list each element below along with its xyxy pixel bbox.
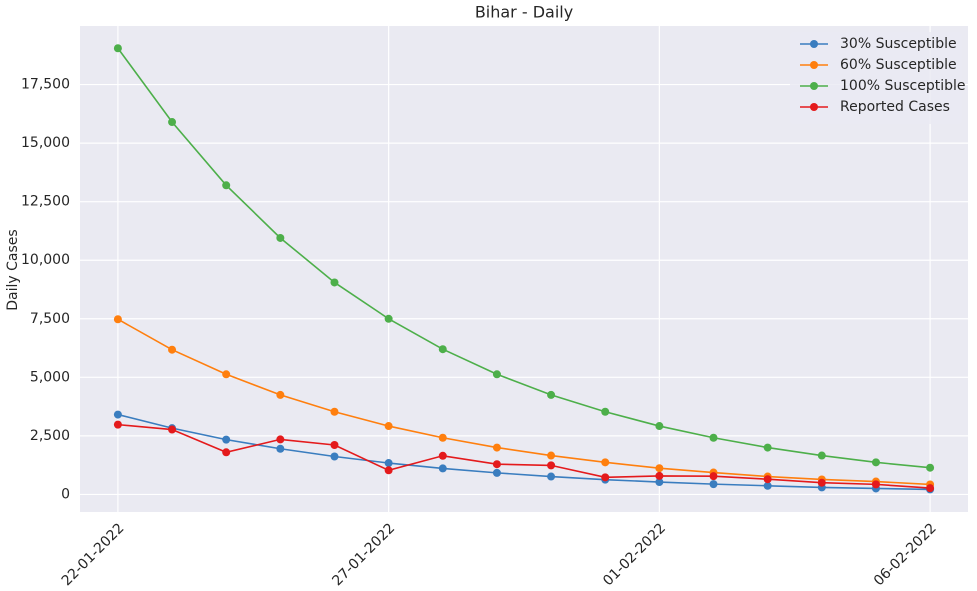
y-tick-label: 12,500 (21, 194, 70, 210)
data-point (384, 459, 393, 468)
data-point (763, 475, 772, 484)
series-line (117, 413, 931, 491)
data-point (926, 484, 935, 493)
legend-box (790, 32, 962, 124)
data-point (222, 448, 231, 457)
data-point (655, 471, 664, 480)
series-line (117, 423, 931, 489)
data-point (330, 278, 339, 287)
legend-marker (810, 82, 818, 90)
data-point (492, 468, 501, 477)
data-point (547, 472, 556, 481)
data-point (276, 233, 285, 242)
x-tick-label: 01-02-2022 (600, 520, 669, 589)
y-tick-label: 10,000 (21, 252, 70, 268)
y-axis-label: Daily Cases (5, 229, 21, 310)
data-point (276, 444, 285, 453)
data-point (276, 435, 285, 444)
y-tick-label: 17,500 (21, 77, 70, 93)
x-tick-label: 22-01-2022 (59, 520, 128, 589)
y-tick-label: 5,000 (30, 369, 70, 385)
data-point (330, 441, 339, 450)
data-point (384, 466, 393, 475)
data-point (655, 422, 664, 431)
data-point (492, 460, 501, 469)
data-point (438, 433, 447, 442)
data-point (168, 345, 177, 354)
data-point (709, 433, 718, 442)
legend-marker (810, 61, 818, 69)
x-tick-label: 06-02-2022 (871, 520, 940, 589)
data-point (438, 345, 447, 354)
data-point (113, 410, 122, 419)
data-point (601, 407, 610, 416)
data-point (817, 451, 826, 460)
data-point (817, 478, 826, 487)
data-point (492, 370, 501, 379)
x-tick-label: 27-01-2022 (329, 520, 398, 589)
legend-marker (810, 103, 818, 111)
data-point (871, 480, 880, 489)
legend-label: 100% Susceptible (840, 78, 966, 94)
data-point (222, 370, 231, 379)
data-point (168, 425, 177, 434)
data-point (330, 407, 339, 416)
data-point (871, 458, 880, 467)
data-point (438, 451, 447, 460)
data-point (384, 422, 393, 431)
legend-marker (810, 40, 818, 48)
data-point (547, 461, 556, 470)
data-point (709, 480, 718, 489)
data-point (601, 458, 610, 467)
series-line (117, 318, 931, 486)
data-point (330, 452, 339, 461)
legend-label: 60% Susceptible (840, 57, 957, 73)
series-line (117, 47, 931, 469)
data-point (222, 181, 231, 190)
y-tick-label: 15,000 (21, 135, 70, 151)
data-point (113, 420, 122, 429)
y-tick-label: 0 (61, 486, 70, 502)
y-tick-label: 2,500 (30, 428, 70, 444)
chart-title: Bihar - Daily (475, 3, 573, 22)
data-point (655, 478, 664, 487)
data-point (763, 481, 772, 490)
legend: 30% Susceptible 60% Susceptible 100% Susce… (790, 32, 966, 124)
data-point (926, 463, 935, 472)
legend-label: Reported Cases (840, 99, 950, 115)
data-point (601, 473, 610, 482)
data-point (438, 464, 447, 473)
data-point (222, 435, 231, 444)
data-point (763, 443, 772, 452)
y-tick-label: 7,500 (30, 311, 70, 327)
data-point (276, 390, 285, 399)
data-point (709, 472, 718, 481)
data-point (168, 118, 177, 127)
data-point (547, 390, 556, 399)
data-point (547, 451, 556, 460)
data-point (113, 44, 122, 53)
data-point (655, 464, 664, 473)
legend-label: 30% Susceptible (840, 36, 957, 52)
data-point (492, 443, 501, 452)
data-point (113, 315, 122, 324)
data-point (384, 314, 393, 323)
